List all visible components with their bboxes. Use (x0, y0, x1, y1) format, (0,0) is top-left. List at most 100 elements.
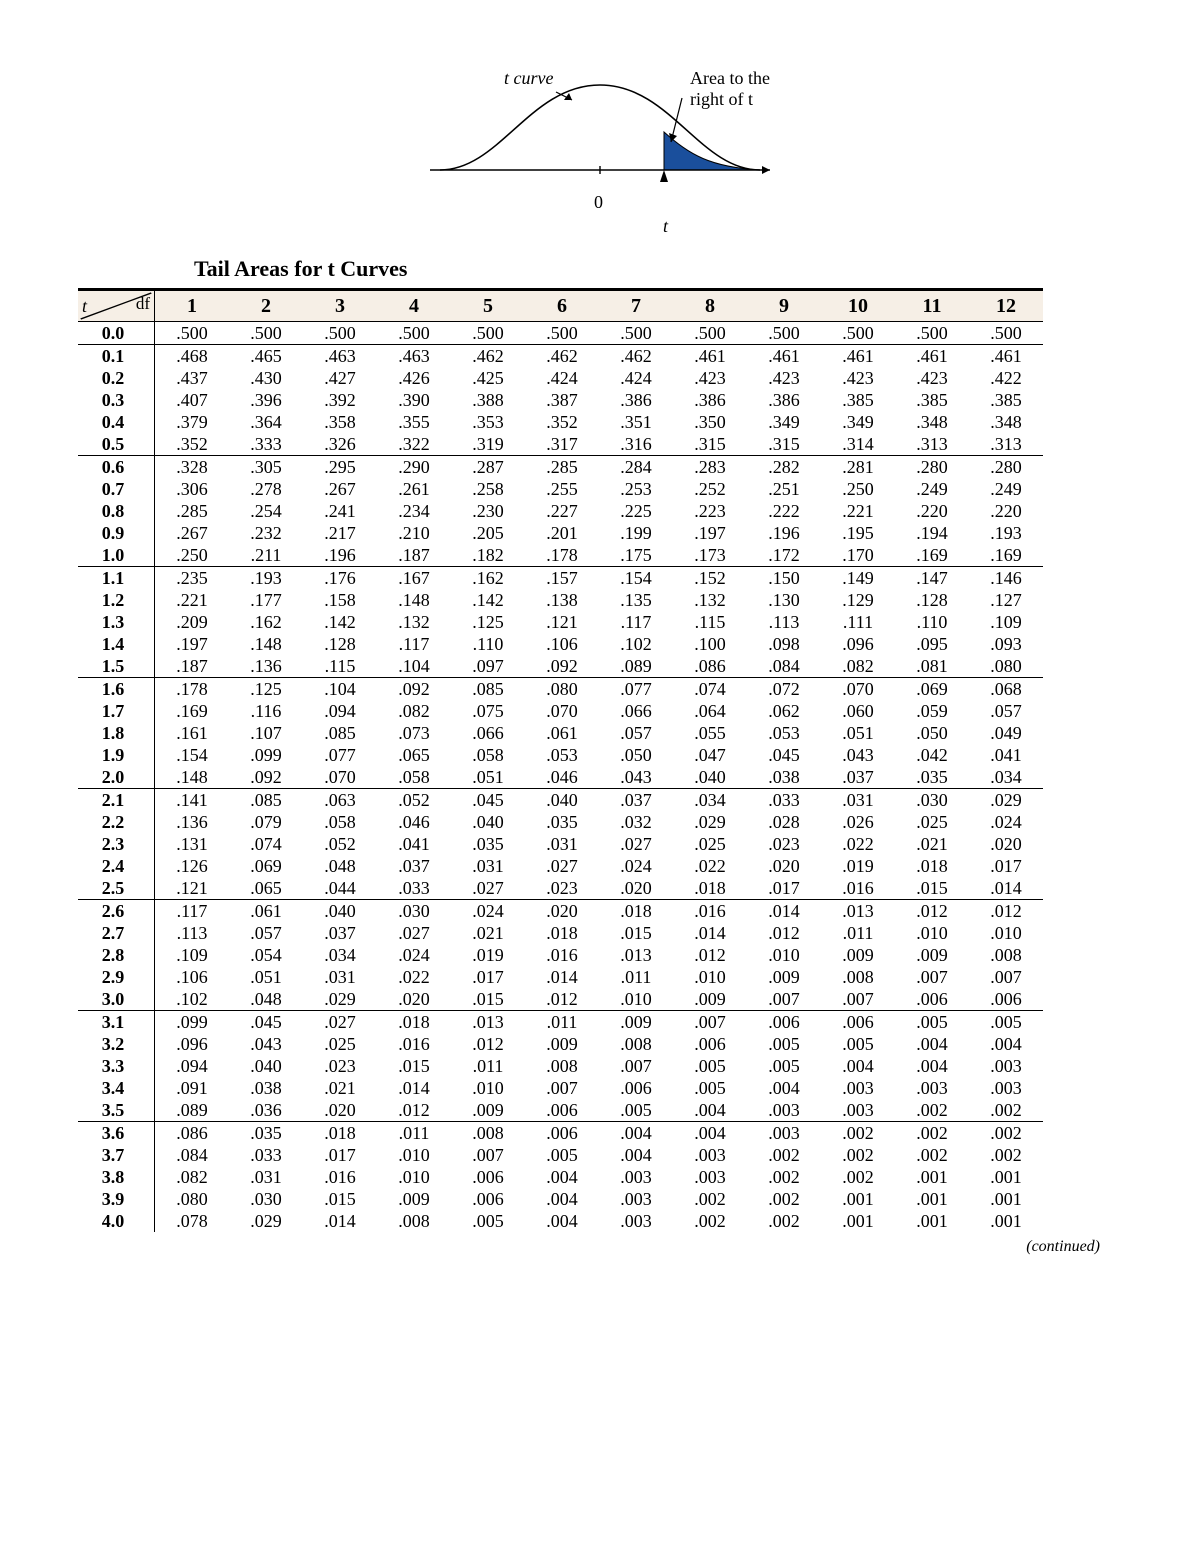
cell: .107 (229, 722, 303, 744)
cell: .364 (229, 411, 303, 433)
cell: .115 (303, 655, 377, 678)
cell: .169 (969, 544, 1043, 567)
cell: .085 (229, 789, 303, 812)
cell: .031 (525, 833, 599, 855)
cell: .017 (969, 855, 1043, 877)
cell: .016 (377, 1033, 451, 1055)
cell: .011 (821, 922, 895, 944)
cell: .437 (155, 367, 230, 389)
cell: .220 (895, 500, 969, 522)
cell: .386 (599, 389, 673, 411)
cell: .094 (155, 1055, 230, 1077)
row-header: 2.9 (78, 966, 155, 988)
cell: .040 (303, 900, 377, 923)
col-header: 4 (377, 290, 451, 322)
cell: .021 (895, 833, 969, 855)
cell: .040 (229, 1055, 303, 1077)
cell: .388 (451, 389, 525, 411)
cell: .150 (747, 567, 821, 590)
cell: .028 (747, 811, 821, 833)
cell: .002 (821, 1122, 895, 1145)
cell: .280 (895, 456, 969, 479)
cell: .017 (303, 1144, 377, 1166)
cell: .211 (229, 544, 303, 567)
cell: .034 (673, 789, 747, 812)
cell: .007 (969, 966, 1043, 988)
cell: .287 (451, 456, 525, 479)
cell: .052 (377, 789, 451, 812)
cell: .003 (969, 1055, 1043, 1077)
cell: .014 (747, 900, 821, 923)
cell: .250 (821, 478, 895, 500)
cell: .230 (451, 500, 525, 522)
cell: .182 (451, 544, 525, 567)
cell: .250 (155, 544, 230, 567)
cell: .255 (525, 478, 599, 500)
cell: .106 (525, 633, 599, 655)
table-row: 3.8.082.031.016.010.006.004.003.003.002.… (78, 1166, 1043, 1188)
cell: .043 (229, 1033, 303, 1055)
table-row: 1.2.221.177.158.148.142.138.135.132.130.… (78, 589, 1043, 611)
cell: .500 (599, 322, 673, 345)
table-wrap: t df 123456789101112 0.0.500.500.500.500… (78, 288, 1140, 1232)
cell: .222 (747, 500, 821, 522)
row-header: 2.3 (78, 833, 155, 855)
cell: .058 (451, 744, 525, 766)
cell: .110 (895, 611, 969, 633)
table-row: 0.4.379.364.358.355.353.352.351.350.349.… (78, 411, 1043, 433)
cell: .092 (229, 766, 303, 789)
cell: .352 (525, 411, 599, 433)
cell: .117 (377, 633, 451, 655)
cell: .086 (673, 655, 747, 678)
cell: .002 (673, 1188, 747, 1210)
cell: .025 (673, 833, 747, 855)
cell: .012 (673, 944, 747, 966)
cell: .085 (451, 678, 525, 701)
cell: .012 (377, 1099, 451, 1122)
cell: .037 (303, 922, 377, 944)
curve-label-left: t curve (504, 68, 553, 89)
row-header: 2.4 (78, 855, 155, 877)
table-row: 3.4.091.038.021.014.010.007.006.005.004.… (78, 1077, 1043, 1099)
cell: .003 (673, 1144, 747, 1166)
cell: .178 (525, 544, 599, 567)
cell: .030 (229, 1188, 303, 1210)
cell: .030 (895, 789, 969, 812)
cell: .305 (229, 456, 303, 479)
cell: .068 (969, 678, 1043, 701)
cell: .070 (525, 700, 599, 722)
cell: .396 (229, 389, 303, 411)
cell: .086 (155, 1122, 230, 1145)
cell: .051 (451, 766, 525, 789)
corner-cell: t df (78, 290, 155, 322)
cell: .012 (525, 988, 599, 1011)
cell: .461 (821, 345, 895, 368)
cell: .348 (895, 411, 969, 433)
table-row: 1.6.178.125.104.092.085.080.077.074.072.… (78, 678, 1043, 701)
cell: .014 (525, 966, 599, 988)
table-row: 1.5.187.136.115.104.097.092.089.086.084.… (78, 655, 1043, 678)
cell: .045 (451, 789, 525, 812)
cell: .500 (451, 322, 525, 345)
cell: .351 (599, 411, 673, 433)
cell: .154 (599, 567, 673, 590)
row-header: 0.2 (78, 367, 155, 389)
cell: .468 (155, 345, 230, 368)
cell: .003 (747, 1122, 821, 1145)
col-header: 10 (821, 290, 895, 322)
cell: .462 (451, 345, 525, 368)
cell: .424 (599, 367, 673, 389)
cell: .148 (155, 766, 230, 789)
table-row: 0.3.407.396.392.390.388.387.386.386.386.… (78, 389, 1043, 411)
cell: .093 (969, 633, 1043, 655)
cell: .008 (377, 1210, 451, 1232)
table-row: 3.1.099.045.027.018.013.011.009.007.006.… (78, 1011, 1043, 1034)
cell: .005 (895, 1011, 969, 1034)
cell: .249 (895, 478, 969, 500)
table-row: 3.2.096.043.025.016.012.009.008.006.005.… (78, 1033, 1043, 1055)
row-header: 3.2 (78, 1033, 155, 1055)
cell: .042 (895, 744, 969, 766)
cell: .059 (895, 700, 969, 722)
cell: .058 (377, 766, 451, 789)
cell: .173 (673, 544, 747, 567)
